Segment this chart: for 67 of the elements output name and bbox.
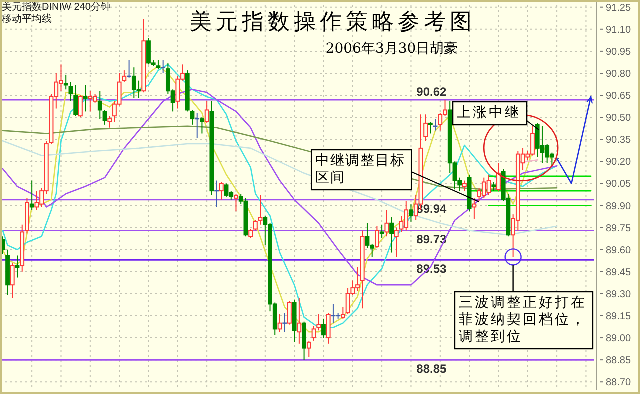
candlestick	[312, 326, 316, 342]
candlestick	[394, 227, 399, 258]
candlestick	[472, 198, 477, 220]
annotation: 中继调整目标区间	[316, 153, 406, 186]
candlestick	[306, 340, 312, 358]
y-tick-label: 90.35	[606, 135, 632, 146]
candlestick	[375, 226, 380, 249]
candlestick	[190, 110, 195, 126]
y-tick-label: 89.60	[606, 245, 632, 256]
y-tick-label: 88.85	[606, 356, 632, 367]
candlestick	[316, 314, 322, 332]
candlestick	[10, 262, 15, 299]
candlestick	[297, 298, 302, 344]
y-tick-label: 90.95	[606, 46, 632, 58]
ref-line-label: 90.62	[416, 84, 448, 99]
candlestick	[424, 114, 428, 142]
y-tick-label: 90.05	[606, 179, 632, 190]
candlestick	[83, 84, 88, 112]
annotation: 上涨中继	[457, 105, 522, 121]
candlestick	[108, 116, 112, 128]
text: 2006年3月30日胡豪	[326, 41, 458, 57]
candlestick	[409, 204, 414, 222]
candlestick	[219, 182, 224, 200]
candlestick	[326, 312, 331, 344]
candlestick	[462, 180, 467, 192]
candlestick	[74, 84, 78, 117]
candlestick	[322, 318, 326, 339]
candlestick	[78, 95, 83, 118]
candlestick	[380, 224, 384, 239]
y-tick-label: 90.50	[606, 113, 632, 124]
candlestick	[122, 70, 127, 83]
y-tick-label: 89.00	[606, 334, 632, 345]
candlestick	[428, 121, 433, 134]
y-tick-label: 89.90	[606, 201, 632, 212]
candlestick	[340, 306, 346, 320]
candlestick	[288, 300, 292, 326]
candlestick	[253, 220, 258, 232]
annotation: 三波调整正好打在菲波纳契回档位，调整到位	[458, 295, 587, 345]
candlestick	[390, 217, 394, 254]
y-tick-label: 89.15	[606, 311, 632, 322]
candlestick	[30, 180, 34, 211]
candlestick	[234, 194, 238, 212]
annotation: 美元指数DINIW 240分钟	[2, 1, 111, 13]
text: 美元指数操作策略参考图	[190, 10, 476, 35]
y-tick-label: 91.25	[606, 2, 632, 14]
candlestick	[200, 117, 204, 134]
line-series	[2, 140, 558, 236]
candlestick	[15, 255, 20, 278]
candlestick	[64, 74, 68, 90]
candlestick	[102, 110, 108, 126]
y-tick-label: 89.30	[606, 289, 632, 300]
annotation: 移动平均线	[2, 13, 52, 25]
y-tick-label: 90.20	[606, 157, 632, 168]
candlestick	[282, 312, 288, 333]
y-tick-label: 89.45	[606, 267, 632, 278]
candlestick	[496, 162, 501, 192]
y-tick-label: 90.65	[606, 91, 632, 102]
y-tick-label: 91.10	[606, 24, 632, 36]
ref-line-label: 88.85	[416, 362, 448, 376]
y-tick-label: 89.75	[606, 223, 632, 234]
candlestick	[384, 210, 390, 238]
candlestick	[98, 90, 102, 120]
candlestick	[68, 82, 74, 102]
candlestick	[204, 100, 210, 124]
y-tick-label: 90.80	[606, 68, 632, 80]
candlestick	[258, 194, 263, 226]
y-tick-label: 88.70	[606, 378, 632, 389]
